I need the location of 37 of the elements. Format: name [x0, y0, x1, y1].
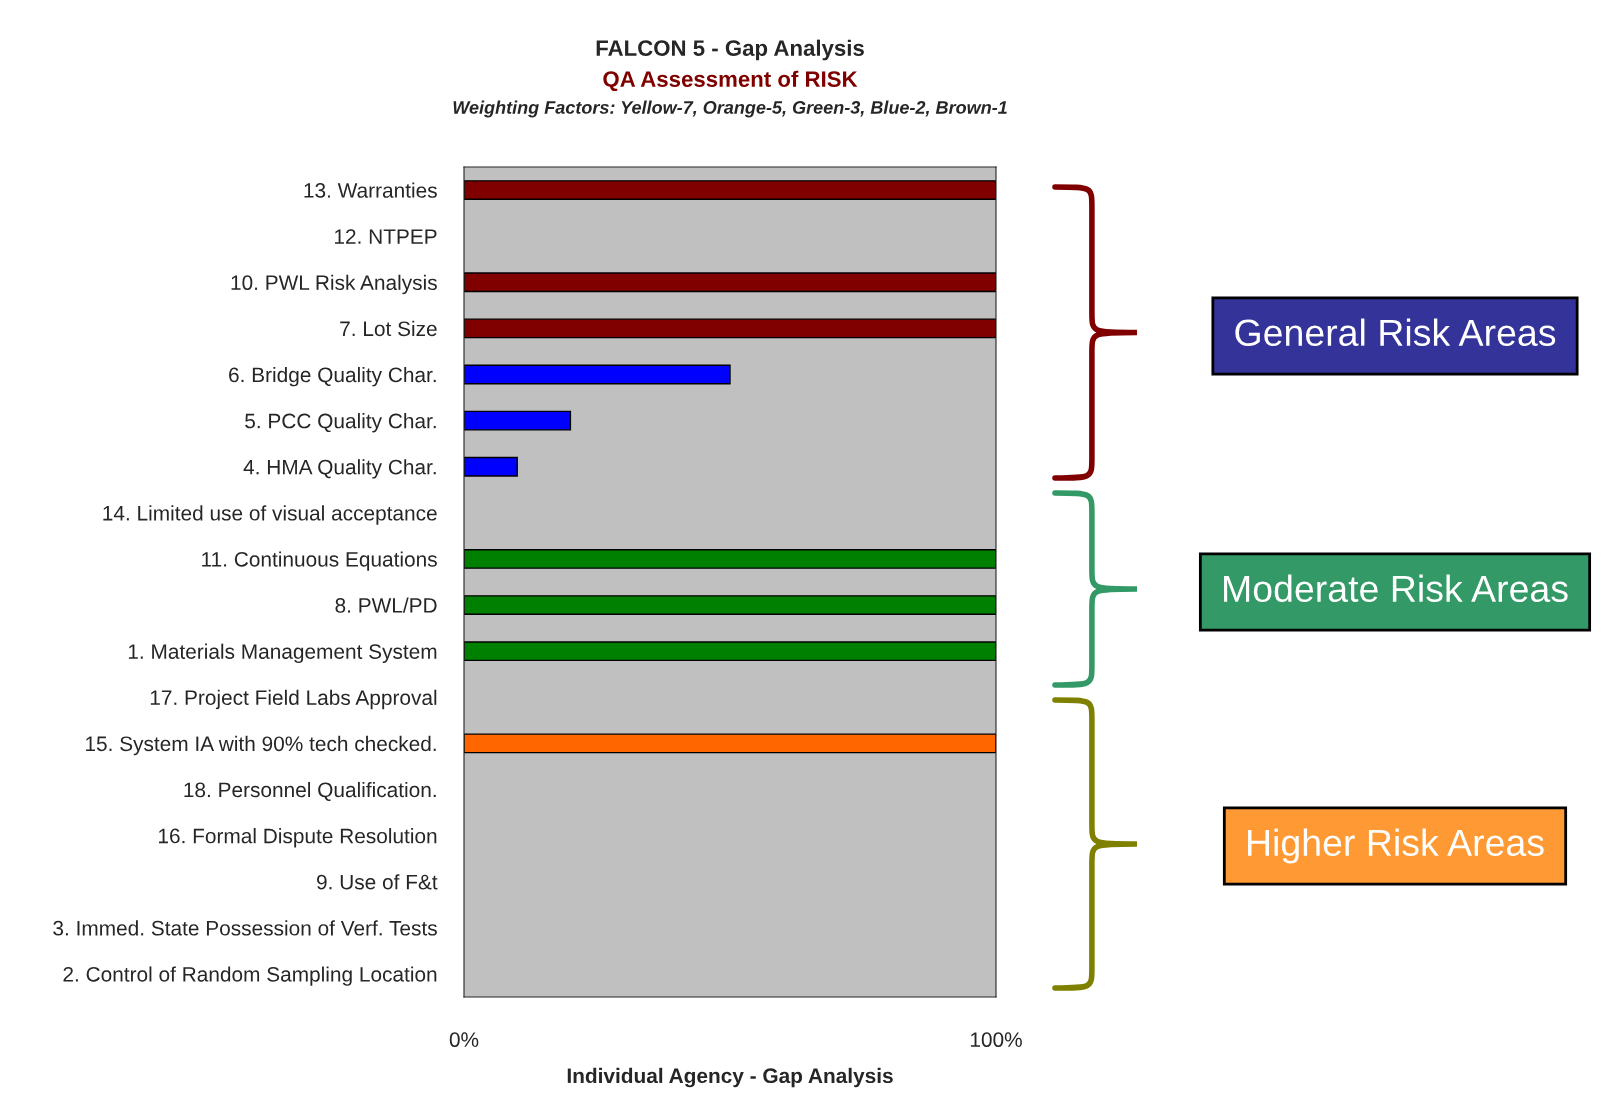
bar	[464, 272, 996, 293]
chart-title: FALCON 5 - Gap Analysis	[596, 39, 864, 61]
y-tick-label: 17. Project Field Labs Approval	[150, 689, 437, 710]
y-tick-label: 2. Control of Random Sampling Location	[63, 966, 437, 986]
bar	[464, 549, 996, 569]
bar	[464, 456, 518, 477]
y-tick-label: 15. System IA with 90% tech checked.	[86, 735, 436, 756]
bar	[464, 733, 996, 754]
x-tick-label: 0%	[449, 1032, 479, 1048]
bar	[464, 595, 996, 615]
y-tick-label: 16. Formal Dispute Resolution	[158, 828, 437, 848]
y-tick-label: 6. Bridge Quality Char.	[229, 366, 436, 387]
bar	[464, 641, 996, 662]
y-tick-label: 7. Lot Size	[340, 320, 437, 337]
bar	[464, 180, 996, 200]
y-tick-label: 14. Limited use of visual acceptance	[103, 505, 437, 525]
bar	[464, 318, 996, 339]
y-tick-label: 5. PCC Quality Char.	[245, 413, 436, 433]
x-tick-label: 100%	[970, 1032, 1022, 1048]
bar	[464, 410, 572, 431]
y-tick-label: 12. NTPEP	[334, 229, 437, 244]
y-tick-label: 13. Warranties	[304, 182, 437, 198]
y-tick-label: 11. Continuous Equations	[202, 551, 437, 571]
chart-subtitle: QA Assessment of RISK	[603, 70, 858, 92]
y-tick-label: 9. Use of F&t	[317, 874, 438, 890]
y-tick-label: 4. HMA Quality Char.	[243, 459, 436, 479]
text: General Risk Areas	[1235, 318, 1556, 347]
text: Moderate Risk Areas	[1224, 574, 1568, 603]
y-tick-label: 10. PWL Risk Analysis	[231, 274, 437, 295]
y-tick-label: 18. Personnel Qualification.	[184, 781, 436, 801]
text: Higher Risk Areas	[1248, 828, 1544, 864]
text: Weighting Factors: Yellow-7, Orange-5, Green-3, Blue-2, Brown-1	[453, 100, 1007, 118]
y-tick-label: 3. Immed. State Possession of Verf. Tests	[53, 920, 437, 936]
y-tick-label: 8. PWL/PD	[335, 597, 437, 613]
x-axis-title: Individual Agency - Gap Analysis	[567, 1067, 893, 1088]
bar	[464, 364, 731, 385]
y-tick-label: 1. Materials Management System	[128, 643, 437, 664]
